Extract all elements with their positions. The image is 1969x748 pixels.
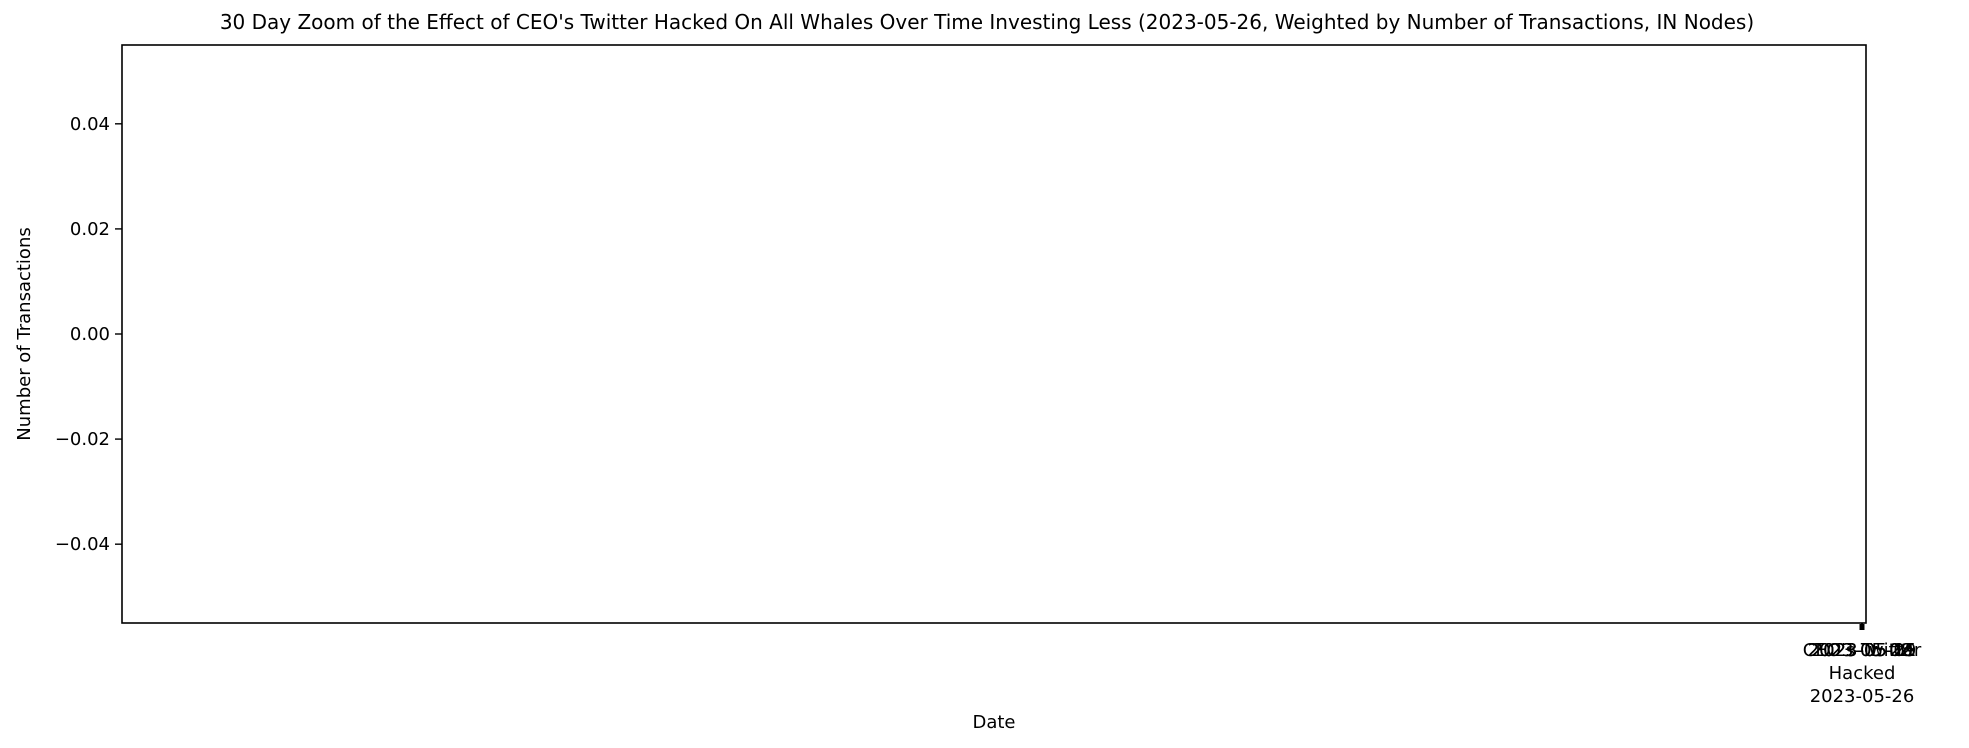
- y-tick-label: −0.02: [55, 429, 110, 450]
- y-axis: 0.04 0.02 0.00 −0.02 −0.04: [55, 114, 122, 555]
- x-tick-label: 2023-05-22: [1808, 640, 1913, 661]
- x-tick-label: 2023-05-08: [1808, 640, 1913, 661]
- x-tick-label: 2023-05-29: [1812, 640, 1917, 661]
- y-tick-label: 0.00: [70, 324, 110, 345]
- event-label: 2023-05-26: [1810, 686, 1915, 707]
- x-tick-label: 2023-05-01: [1812, 640, 1917, 661]
- x-tick-label: 2023-05-15: [1812, 640, 1917, 661]
- event-marker: [1859, 624, 1865, 630]
- y-tick-label: 0.02: [70, 219, 110, 240]
- x-axis: 2023-05-012023-05-082023-05-152023-05-22…: [1803, 623, 1922, 707]
- plot-area: [121, 44, 1867, 624]
- x-axis-label: Date: [972, 712, 1015, 733]
- y-axis-label: Number of Transactions: [14, 227, 35, 440]
- chart-title: 30 Day Zoom of the Effect of CEO's Twitt…: [220, 10, 1754, 34]
- event-label: CEO's Twitter: [1803, 640, 1922, 661]
- y-tick-label: 0.04: [70, 114, 110, 135]
- event-label: Hacked: [1829, 663, 1896, 684]
- y-tick-label: −0.04: [55, 534, 110, 555]
